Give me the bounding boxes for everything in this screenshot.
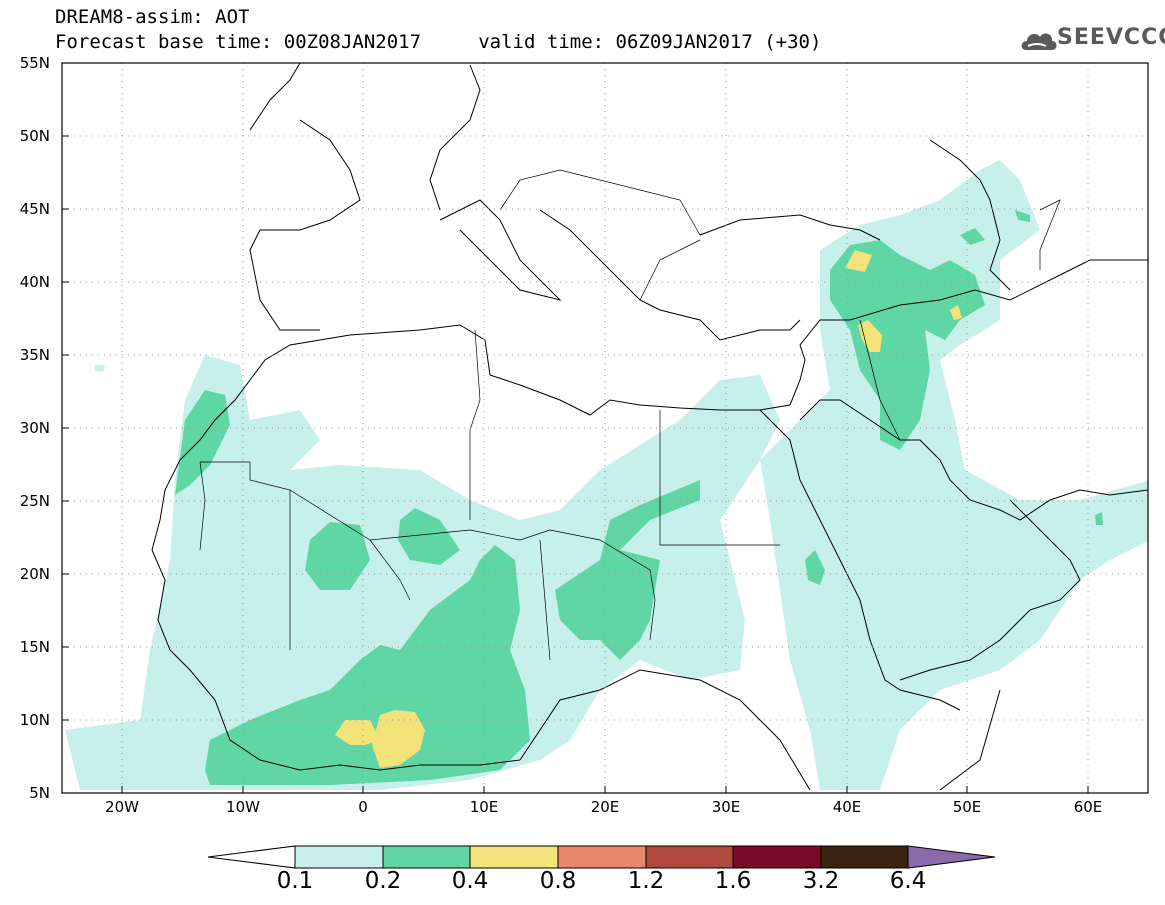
lat-tick-label: 5N [29, 784, 50, 802]
lat-tick-label: 15N [19, 638, 50, 656]
colorbar-bin [557, 845, 647, 869]
logo-text: SEEVCCC [1057, 25, 1165, 50]
lon-tick-label: 50E [952, 798, 982, 816]
lon-tick-label: 30E [711, 798, 741, 816]
lon-tick-label: 20W [105, 798, 139, 816]
colorbar-bin [732, 845, 822, 869]
aot-shading [65, 160, 1148, 790]
colorbar-label: 0.4 [451, 868, 489, 894]
colorbar-label: 0.2 [364, 868, 402, 894]
lat-tick-label: 20N [19, 565, 50, 583]
lat-tick-label: 35N [19, 346, 50, 364]
lon-tick-label: 10W [226, 798, 260, 816]
colorbar-label: 1.6 [714, 868, 752, 894]
cloud-icon [1021, 33, 1057, 50]
lat-tick-label: 50N [19, 127, 50, 145]
coastlines [151, 63, 1148, 791]
tick-marks [62, 135, 1089, 793]
lon-tick-label: 60E [1073, 798, 1103, 816]
colorbar-label: 0.8 [539, 868, 577, 894]
lon-tick-label: 20E [590, 798, 620, 816]
lon-tick-label: 0 [358, 798, 368, 816]
colorbar-label: 1.2 [627, 868, 665, 894]
map-title: DREAM8-assim: AOT [55, 6, 250, 28]
colorbar-bin [820, 845, 909, 869]
colorbar-above-arrow [907, 845, 996, 869]
colorbar-bin [645, 845, 734, 869]
colorbar-below-arrow [207, 845, 296, 869]
colorbar-label: 0.1 [276, 868, 314, 894]
lat-tick-label: 10N [19, 711, 50, 729]
lat-tick-label: 55N [19, 54, 50, 72]
colorbar-label: 6.4 [889, 868, 927, 894]
grid-lines [62, 63, 1148, 793]
forecast-time-line: Forecast base time: 00Z08JAN2017 valid t… [55, 31, 822, 53]
lat-tick-label: 30N [19, 419, 50, 437]
lat-tick-label: 40N [19, 273, 50, 291]
colorbar [207, 845, 996, 869]
borders [199, 169, 1061, 661]
lat-tick-label: 25N [19, 492, 50, 510]
colorbar-bin [382, 845, 471, 869]
lon-tick-label: 40E [832, 798, 862, 816]
lat-tick-label: 45N [19, 200, 50, 218]
colorbar-label: 3.2 [802, 868, 840, 894]
lon-tick-label: 10E [469, 798, 499, 816]
colorbar-bin [469, 845, 559, 869]
colorbar-bin [294, 845, 384, 869]
